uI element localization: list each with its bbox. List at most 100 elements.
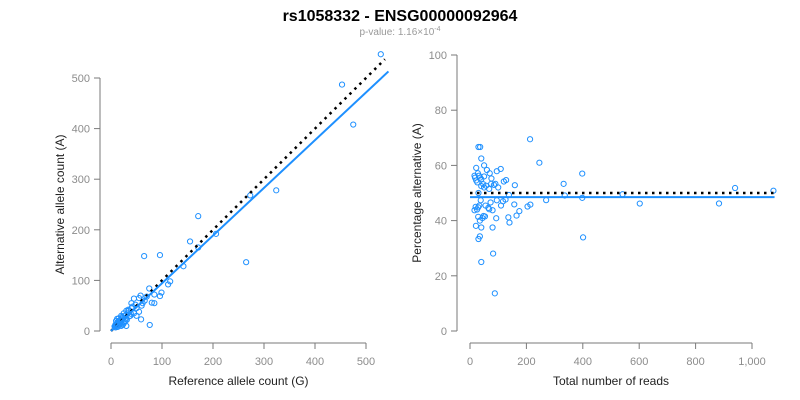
data-point	[475, 189, 482, 197]
data-point	[338, 81, 346, 88]
y-tick-label: 100	[72, 275, 90, 287]
x-tick-label: 400	[306, 356, 324, 368]
data-point	[478, 155, 485, 162]
x-tick-label: 200	[204, 356, 222, 368]
data-point	[493, 215, 500, 222]
data-point	[141, 253, 148, 260]
data-point	[137, 316, 145, 323]
data-point	[475, 204, 482, 211]
x-tick-label: 0	[108, 356, 114, 368]
data-point	[524, 203, 531, 210]
x-tick-label: 200	[517, 356, 535, 368]
data-point	[476, 217, 483, 224]
subtitle-exponent: -4	[434, 26, 440, 33]
y-tick-label: 300	[72, 174, 90, 186]
percentage-scatter: 0 20 40 60 80 100 0 200 400 600 800 1,000 Total numb…	[410, 50, 777, 388]
data-point	[350, 121, 357, 128]
data-point	[487, 199, 494, 206]
data-point	[130, 295, 138, 302]
x-tick-label: 400	[574, 356, 592, 368]
data-point	[488, 175, 495, 182]
data-point	[243, 259, 250, 266]
data-point	[186, 238, 194, 245]
y-tick-label: 0	[441, 326, 447, 338]
data-point	[475, 213, 482, 220]
data-point	[636, 200, 643, 207]
fit-line	[110, 70, 390, 332]
data-point	[486, 170, 493, 177]
data-point	[148, 299, 155, 306]
data-point	[502, 176, 510, 184]
data-point	[472, 222, 480, 229]
data-point	[731, 184, 739, 192]
x-axis-label: Total number of reads	[553, 374, 669, 388]
y-tick-label: 200	[72, 225, 90, 237]
x-tick-label: 1,000	[738, 356, 766, 368]
data-point	[511, 182, 518, 189]
data-point	[195, 213, 202, 220]
data-point	[715, 200, 723, 207]
subtitle-text: p-value: 1.16×10	[359, 27, 434, 38]
data-point	[165, 281, 172, 288]
data-point	[493, 197, 500, 204]
data-point	[505, 214, 512, 221]
y-tick-label: 400	[72, 124, 90, 136]
y-tick-label: 100	[429, 50, 447, 62]
data-point	[481, 162, 488, 169]
data-point	[482, 182, 490, 189]
data-point	[486, 185, 493, 193]
data-point	[158, 289, 165, 296]
x-tick-label: 0	[467, 356, 473, 368]
data-point	[476, 233, 483, 240]
y-tick-label: 80	[435, 105, 447, 117]
y-axis-label: Percentage alternative (A)	[410, 123, 424, 262]
x-tick-label: 100	[153, 356, 171, 368]
data-point	[151, 300, 158, 307]
chart-subtitle: p-value: 1.16×10-4	[359, 26, 440, 38]
data-point	[156, 292, 164, 300]
data-point	[536, 159, 543, 166]
data-point	[579, 234, 587, 241]
x-axis-label: Reference allele count (G)	[168, 374, 308, 388]
y-tick-label: 0	[84, 326, 90, 338]
data-point	[560, 180, 567, 187]
data-point	[377, 51, 384, 58]
data-point	[273, 187, 280, 194]
data-point	[495, 184, 502, 191]
data-point	[493, 168, 500, 175]
data-point	[473, 164, 480, 172]
y-axis-label: Alternative allele count (A)	[53, 134, 67, 274]
y-tick-label: 20	[435, 271, 447, 283]
x-tick-label: 800	[686, 356, 704, 368]
data-point	[513, 212, 520, 219]
data-point	[477, 143, 484, 151]
x-tick-label: 600	[630, 356, 648, 368]
data-point	[579, 170, 586, 177]
data-point	[490, 250, 497, 257]
data-point	[474, 170, 481, 177]
data-point	[137, 292, 144, 299]
data-point	[478, 224, 485, 231]
data-point	[478, 258, 485, 266]
data-point	[133, 312, 140, 319]
data-point	[543, 197, 550, 204]
data-point	[156, 252, 164, 259]
data-point	[481, 173, 488, 180]
data-point	[516, 208, 523, 215]
data-point	[506, 219, 513, 226]
data-point	[146, 321, 153, 329]
null-expectation-line	[110, 58, 386, 332]
data-point	[489, 224, 496, 231]
x-tick-label: 300	[255, 356, 273, 368]
data-point	[472, 203, 479, 210]
data-point	[146, 285, 153, 292]
y-tick-label: 40	[435, 216, 447, 228]
allele-count-scatter: 0 100 200 300 400 500 0 100 200 300 400 500 Referenc…	[53, 51, 390, 388]
data-point	[471, 207, 478, 214]
data-point	[477, 197, 484, 204]
chart-title: rs1058332 - ENSG00000092964	[283, 8, 518, 25]
data-point	[475, 143, 482, 151]
data-point	[481, 213, 489, 220]
data-point	[526, 136, 534, 143]
